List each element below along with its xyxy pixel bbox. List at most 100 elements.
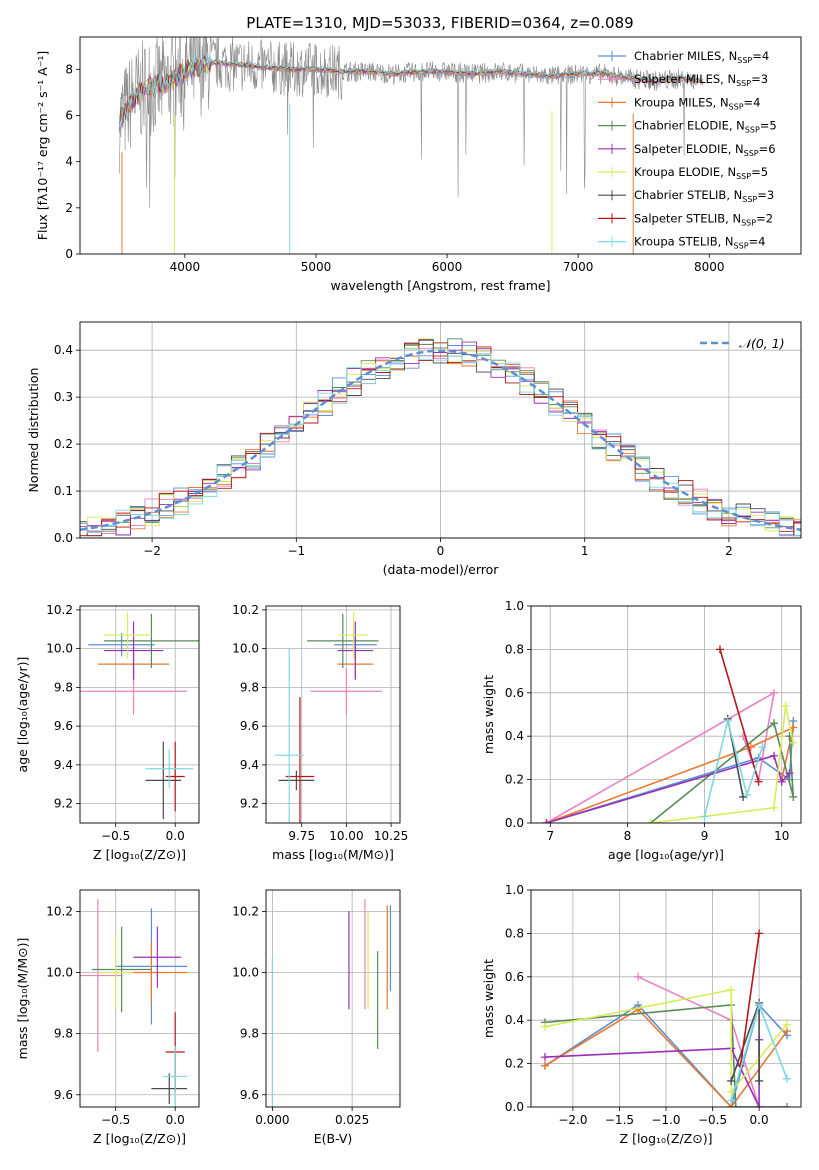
x-tick-label: −1 [287, 544, 305, 558]
x-tick-label: 10 [774, 829, 789, 843]
y-tick-label: 8 [65, 62, 73, 76]
legend-label-suffix: =4 [752, 49, 769, 63]
legend-label-main: Salpeter STELIB, N [634, 211, 741, 225]
residual-histogram-step [80, 342, 801, 537]
plot-frame [79, 321, 802, 539]
weight-point-marker [770, 688, 778, 697]
x-tick-label: 0 [437, 544, 445, 558]
x-tick-label: 7 [546, 829, 554, 843]
plot-area [271, 899, 392, 1107]
x-tick-label: −2.0 [558, 1113, 587, 1127]
y-tick-label: 0.2 [54, 437, 73, 451]
legend-label-sub: SSP [744, 149, 759, 158]
legend-label: Kroupa STELIB, NSSP=4 [634, 235, 765, 251]
y-tick-label: 0 [65, 247, 73, 261]
legend-label-suffix: =4 [744, 95, 761, 109]
y-tick-label: 10.2 [232, 603, 259, 617]
plot-area [274, 611, 383, 823]
y-tick-label: 0.4 [54, 343, 73, 357]
weight-point-marker [783, 1020, 792, 1029]
x-tick-label: 8 [624, 829, 632, 843]
plot-frame [79, 889, 200, 1108]
legend-label: Kroupa ELODIE, NSSP=5 [634, 165, 768, 181]
x-axis-label: Z [log₁₀(Z/Z⊙)] [620, 1131, 713, 1146]
y-axis-label: mass [log₁₀(M/M⊙)] [15, 938, 30, 1060]
residual-histogram-step [80, 338, 801, 537]
residual-histogram-step [80, 342, 801, 530]
weight-series-line [730, 1002, 760, 1082]
y-tick-label: 9.8 [240, 680, 259, 694]
y-tick-label: 9.6 [54, 1088, 73, 1102]
legend-label-sub: SSP [742, 195, 757, 204]
plot-frame [79, 36, 802, 255]
residual-histogram-step [80, 342, 801, 537]
y-tick-label: 9.2 [240, 797, 259, 811]
y-tick-label: 9.8 [240, 1027, 259, 1041]
weight-point-marker [755, 929, 764, 938]
y-tick-label: 9.6 [240, 1088, 259, 1102]
x-axis-label: age [log₁₀(age/yr)] [608, 847, 724, 862]
x-axis-label: Z [log₁₀(Z/Z⊙)] [93, 847, 186, 862]
y-tick-label: 10.2 [46, 603, 73, 617]
y-tick-label: 0.6 [505, 686, 524, 700]
plot-area [118, 37, 704, 254]
x-tick-label: 6000 [432, 260, 463, 274]
x-tick-label: 0.0 [166, 829, 185, 843]
weight-point-marker [716, 645, 724, 654]
plot-frame [265, 889, 401, 1108]
legend-label-suffix: =5 [760, 119, 777, 133]
y-tick-label: 6 [65, 108, 73, 122]
legend-label-sub: SSP [741, 218, 756, 227]
y-tick-label: 9.8 [54, 1027, 73, 1041]
x-tick-label: −0.5 [101, 1113, 130, 1127]
x-tick-label: 4000 [170, 260, 201, 274]
weight-point-marker [723, 717, 732, 726]
chart-weight-vs-z: −2.0 −1.5 −1.0 −0.5 0.0 0.0 0.2 0.4 0.6 0.8 1.0 Z [… [481, 883, 802, 1146]
y-tick-label: 10.2 [46, 904, 73, 918]
legend-label-main: Chabrier ELODIE, N [634, 119, 745, 133]
legend-label-main: Kroupa STELIB, N [634, 235, 734, 249]
y-axis-label: mass weight [481, 675, 496, 754]
y-tick-label: 0.2 [505, 1057, 524, 1071]
y-axis-label: Flux [fλ10⁻¹⁷ erg cm⁻² s⁻¹ A⁻¹] [35, 51, 50, 240]
weight-point-marker [783, 1074, 792, 1083]
y-tick-label: 9.4 [240, 758, 259, 772]
chart-age-vs-mass: 9.75 10.00 10.25 9.2 9.4 9.6 9.8 10.0 10.2 mass [… [232, 603, 408, 862]
weight-point-marker [646, 819, 655, 823]
chart-mass-vs-z: −0.5 0.0 9.6 9.8 10.0 10.2 Z [log₁₀(Z/Z⊙)] mass… [15, 889, 200, 1146]
y-tick-label: 9.6 [54, 719, 73, 733]
weight-point-marker [755, 1103, 764, 1107]
y-tick-label: 1.0 [505, 599, 524, 613]
weight-point-marker [540, 1053, 549, 1062]
weight-point-marker [540, 1061, 549, 1070]
x-tick-label: 0.025 [335, 1113, 369, 1127]
legend-label-main: Kroupa MILES, N [634, 95, 729, 109]
legend-label-suffix: =3 [751, 72, 768, 86]
y-tick-label: 2 [65, 201, 73, 215]
legend-label-main: Chabrier MILES, N [634, 49, 737, 63]
legend-label: Salpeter STELIB, NSSP=2 [634, 211, 773, 227]
weight-point-marker [540, 1022, 549, 1031]
y-tick-label: 10.0 [232, 966, 259, 980]
weight-series-line [739, 933, 760, 1066]
plot-area [540, 929, 792, 1107]
weight-point-marker [777, 777, 786, 786]
y-tick-label: 0.2 [505, 773, 524, 787]
residual-histogram-step [80, 339, 801, 537]
weight-point-marker [789, 738, 798, 747]
legend-label: Kroupa MILES, NSSP=4 [634, 95, 760, 111]
weight-point-marker [727, 1076, 736, 1085]
legend-label: Salpeter ELODIE, NSSP=6 [634, 142, 776, 158]
y-axis-label: mass weight [481, 959, 496, 1038]
y-tick-label: 0.3 [54, 390, 73, 404]
legend-label-sub: SSP [729, 102, 744, 111]
weight-point-marker [758, 743, 767, 752]
chart-age-vs-z: −0.5 0.0 9.2 9.4 9.6 9.8 10.0 10.2 Z [log₁₀(Z/Z⊙… [15, 603, 200, 862]
x-axis-label: (data-model)/error [383, 562, 500, 577]
plot-area [80, 899, 188, 1107]
weight-point-marker [700, 812, 709, 821]
plot-frame [79, 605, 200, 824]
y-tick-label: 0.0 [505, 1100, 524, 1114]
